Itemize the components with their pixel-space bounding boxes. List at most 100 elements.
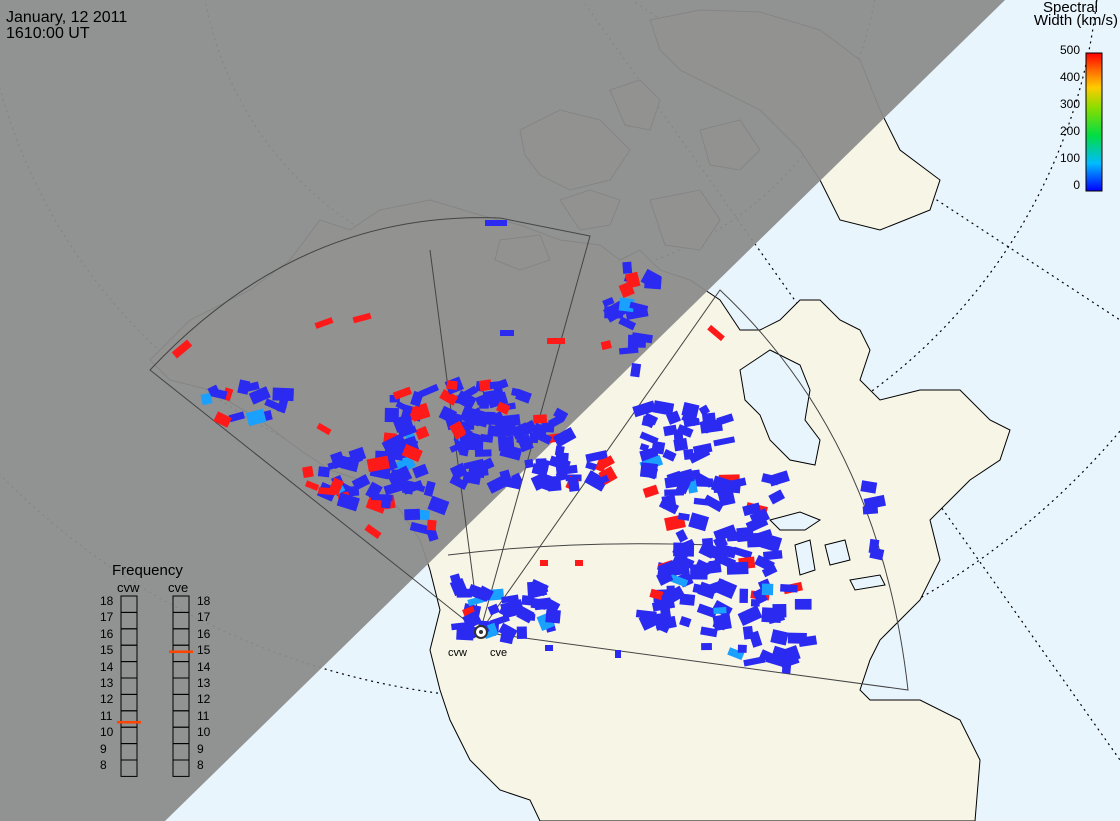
- backscatter-cell: [272, 387, 294, 402]
- backscatter-cell: [498, 606, 510, 617]
- frequency-scales: [117, 595, 193, 777]
- backscatter-cell: [548, 455, 571, 471]
- frequency-scale-number-right: 18: [197, 594, 211, 608]
- backscatter-cell: [710, 475, 736, 496]
- backscatter-cell: [630, 362, 642, 378]
- backscatter-cell: [708, 559, 722, 574]
- radar-site-center: [479, 630, 483, 634]
- backscatter-cell: [688, 512, 710, 532]
- backscatter-cell: [622, 261, 633, 274]
- frequency-title: Frequency: [112, 562, 183, 579]
- backscatter-cell: [781, 645, 801, 664]
- backscatter-cell: [768, 489, 786, 505]
- backscatter-cell: [681, 402, 700, 419]
- backscatter-cell: [467, 583, 491, 602]
- backscatter-cell: [438, 405, 458, 424]
- backscatter-cell: [545, 645, 553, 651]
- hudson-bay: [739, 349, 821, 466]
- backscatter-cell: [427, 495, 450, 516]
- backscatter-cell: [449, 462, 468, 480]
- backscatter-cell: [530, 472, 550, 491]
- frequency-cvw-label: cvw: [117, 580, 140, 595]
- backscatter-cell: [739, 588, 749, 604]
- backscatter-cell: [618, 346, 639, 355]
- backscatter-cell: [171, 339, 193, 359]
- backscatter-cell: [618, 297, 635, 313]
- backscatter-cell: [462, 430, 481, 448]
- backscatter-cell: [683, 418, 701, 428]
- site-label-cvw: cvw: [448, 647, 467, 659]
- backscatter-cell: [662, 449, 677, 462]
- backscatter-cells: [171, 220, 886, 674]
- backscatter-cell: [618, 316, 637, 331]
- backscatter-cell: [640, 268, 662, 290]
- backscatter-cell: [649, 588, 664, 601]
- backscatter-cell: [500, 426, 521, 437]
- frequency-cell: [172, 759, 190, 777]
- frequency-scale-number-right: 16: [197, 626, 211, 641]
- backscatter-cell: [485, 220, 507, 226]
- backscatter-cell: [683, 448, 695, 461]
- frequency-scale-number-left: 8: [100, 758, 107, 772]
- backscatter-cell: [663, 424, 678, 437]
- spectral-width-tick: 500: [1059, 43, 1080, 57]
- backscatter-cell: [860, 480, 878, 494]
- backscatter-cell: [585, 461, 597, 471]
- backscatter-cell: [754, 554, 775, 572]
- backscatter-cell: [348, 446, 367, 463]
- frequency-scale-number-right: 9: [197, 741, 204, 756]
- backscatter-cell: [499, 443, 523, 461]
- backscatter-cell: [629, 301, 649, 313]
- backscatter-cell: [462, 407, 486, 429]
- backscatter-cell: [336, 492, 360, 512]
- backscatter-cell: [602, 297, 615, 307]
- backscatter-cell: [715, 579, 729, 595]
- backscatter-cell: [237, 379, 251, 395]
- backscatter-cell: [511, 472, 523, 485]
- spectral-width-tick: 200: [1059, 124, 1080, 138]
- backscatter-cell: [531, 422, 549, 439]
- backscatter-cell: [533, 414, 548, 424]
- backscatter-cell: [317, 466, 331, 478]
- backscatter-cell: [245, 408, 267, 427]
- spectral-width-units: Width (km/s): [1033, 12, 1118, 29]
- backscatter-cell: [380, 495, 392, 509]
- backscatter-cell: [600, 340, 612, 351]
- backscatter-cell: [698, 404, 711, 416]
- backscatter-cell: [794, 598, 812, 610]
- backscatter-cell: [642, 484, 659, 499]
- backscatter-cell: [743, 656, 766, 667]
- backscatter-cell: [474, 393, 489, 406]
- frequency-scale-number-left: 9: [100, 741, 107, 756]
- backscatter-cell: [479, 433, 494, 443]
- frequency-scale-number-left: 18: [100, 594, 114, 608]
- backscatter-cell: [762, 550, 783, 561]
- backscatter-cell: [869, 547, 885, 561]
- backscatter-cell: [446, 380, 458, 391]
- frequency-scale-number-right: 14: [197, 659, 211, 674]
- backscatter-cell: [701, 643, 712, 651]
- spectral-width-tick: 300: [1059, 97, 1080, 111]
- backscatter-cell: [632, 400, 657, 418]
- backscatter-cell: [584, 470, 608, 492]
- backscatter-cell: [246, 381, 260, 392]
- backscatter-cell: [478, 379, 493, 392]
- spectral-width-tick: 400: [1059, 70, 1080, 84]
- backscatter-cell: [475, 457, 495, 474]
- backscatter-cell: [737, 644, 747, 653]
- date-label: January, 12 2011: [6, 9, 128, 26]
- frequency-scale-number-left: 17: [100, 610, 114, 625]
- backscatter-cell: [787, 632, 807, 644]
- backscatter-cell: [500, 330, 514, 336]
- backscatter-cell: [688, 446, 711, 464]
- backscatter-cell: [364, 524, 382, 539]
- backscatter-cell: [748, 630, 763, 648]
- backscatter-cell: [459, 443, 470, 457]
- backscatter-cell: [631, 332, 653, 344]
- backscatter-cell: [639, 431, 659, 445]
- frequency-scale-number-right: 8: [197, 758, 204, 772]
- backscatter-cell: [693, 497, 710, 506]
- backscatter-cell: [702, 494, 725, 513]
- time-label: 1610:00 UT: [6, 25, 90, 42]
